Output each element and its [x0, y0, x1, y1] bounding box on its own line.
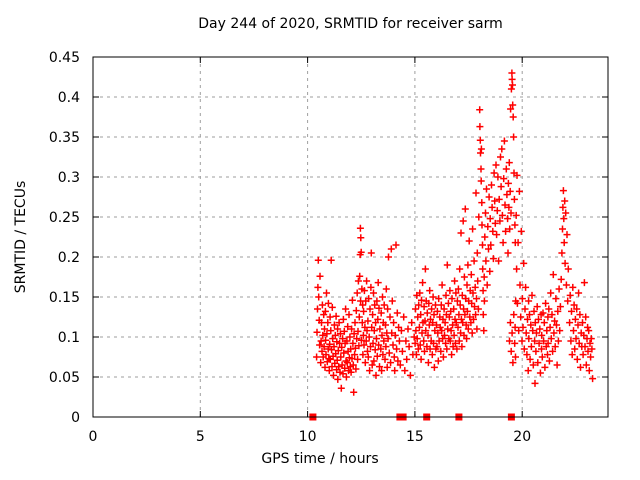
y-tick-label: 0.05: [49, 370, 80, 386]
y-tick-label: 0.2: [58, 250, 80, 266]
chart-title: Day 244 of 2020, SRMTID for receiver sar…: [198, 16, 503, 32]
y-tick-label: 0.35: [49, 130, 80, 146]
x-tick-label: 10: [299, 429, 317, 445]
plot-border-and-ticks: [92, 56, 609, 418]
y-tick-labels: 0 0.05 0.1 0.15 0.2 0.25 0.3 0.35 0.4 0.45: [49, 50, 80, 426]
x-tick-label: 0: [89, 429, 98, 445]
scatter-points: [313, 69, 597, 396]
y-tick-label: 0.45: [49, 50, 80, 66]
x-axis-label: GPS time / hours: [261, 451, 379, 467]
y-tick-label: 0.4: [58, 90, 80, 106]
x-tick-label: 15: [406, 429, 424, 445]
x-tick-labels: 0 5 10 15 20: [89, 429, 532, 445]
x-tick-label: 20: [513, 429, 531, 445]
y-tick-label: 0.15: [49, 290, 80, 306]
y-tick-label: 0: [71, 410, 80, 426]
y-tick-label: 0.25: [49, 210, 80, 226]
y-tick-label: 0.1: [58, 330, 80, 346]
x-tick-label: 5: [196, 429, 205, 445]
y-tick-label: 0.3: [58, 170, 80, 186]
